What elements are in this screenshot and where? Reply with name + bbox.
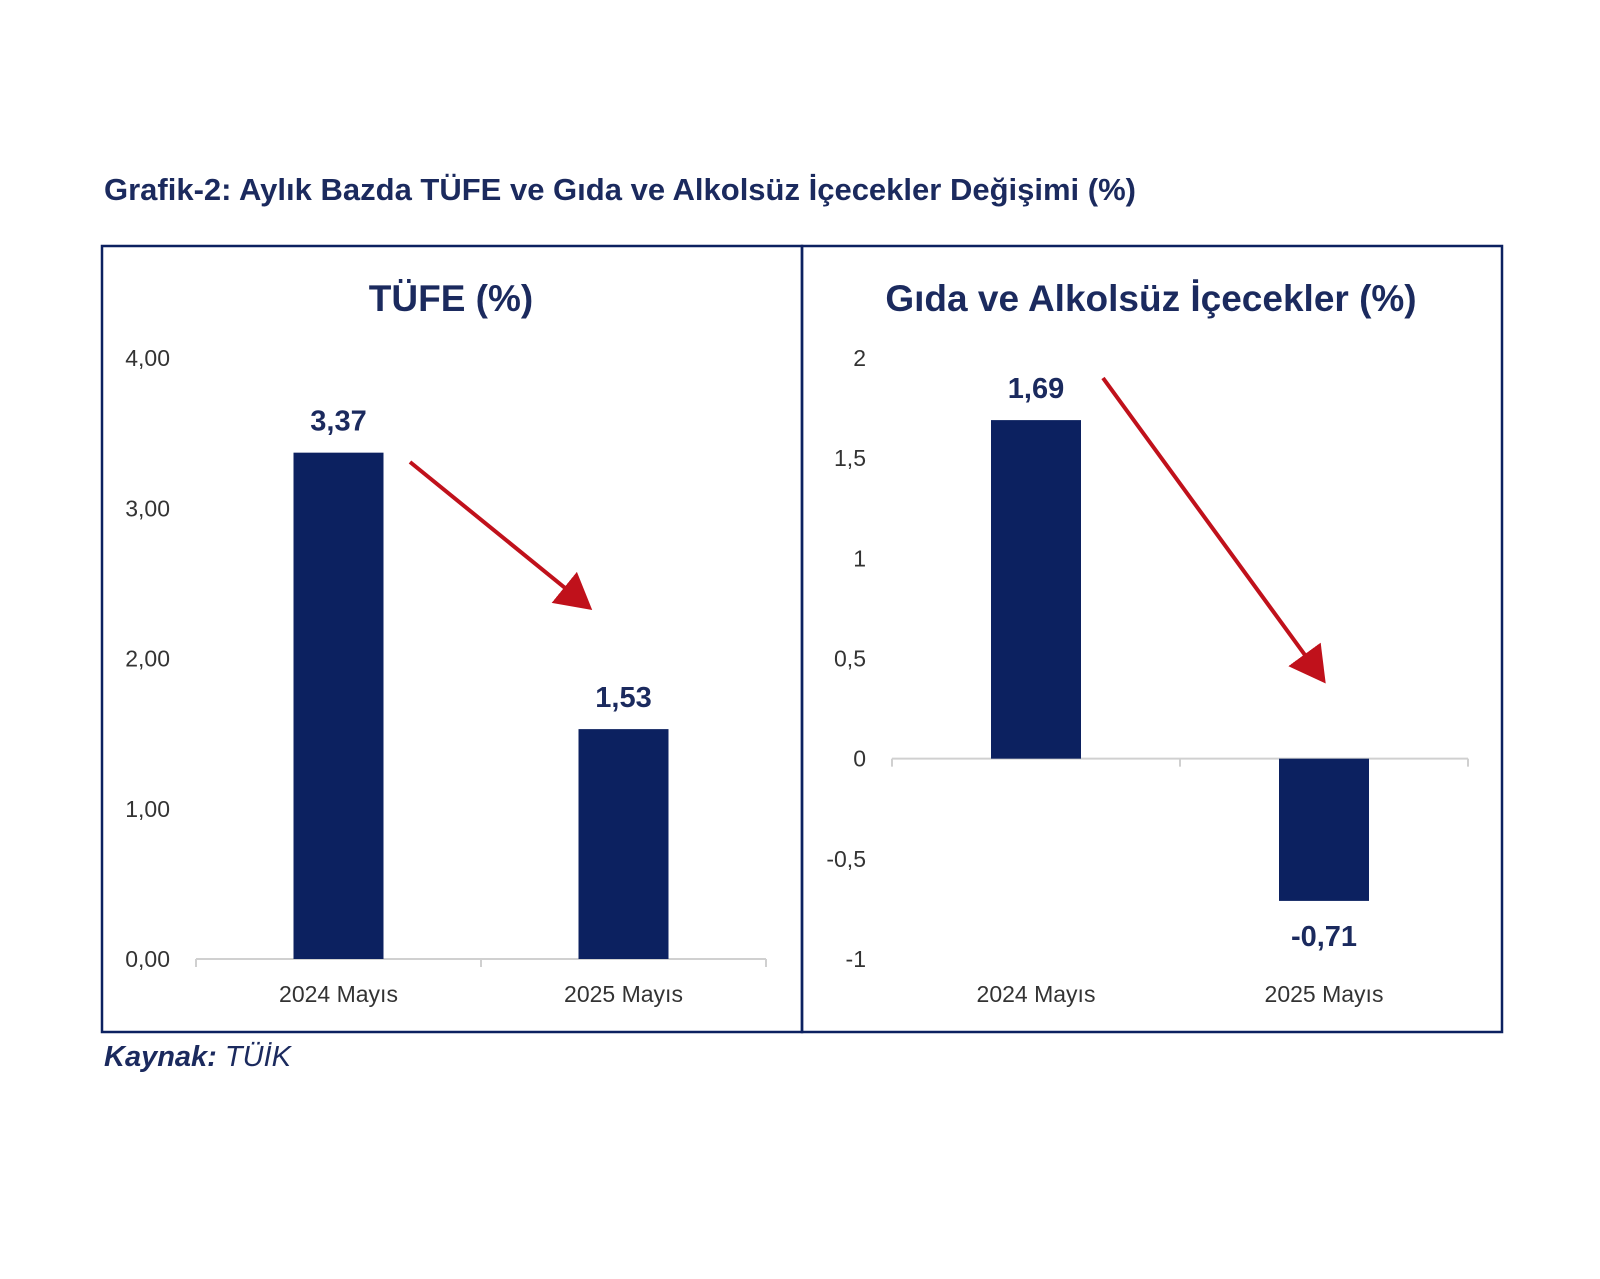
y-tick-label: 0: [853, 746, 866, 772]
bar: [578, 729, 669, 959]
x-tick-label: 2024 Mayıs: [279, 981, 398, 1007]
y-tick-label: -0,5: [826, 846, 866, 872]
chart-panel-tufe: [100, 244, 804, 1034]
bar: [1279, 758, 1369, 901]
chart-title: Gıda ve Alkolsüz İçecekler (%): [885, 278, 1416, 319]
y-tick-label: -1: [846, 946, 866, 972]
data-label: -0,71: [1291, 921, 1357, 953]
x-tick-label: 2025 Mayıs: [1265, 981, 1384, 1007]
data-label: 3,37: [310, 406, 366, 438]
y-tick-label: 4,00: [125, 345, 170, 371]
chart-title: TÜFE (%): [369, 278, 533, 319]
bar: [293, 452, 384, 959]
x-tick-label: 2025 Mayıs: [564, 981, 683, 1007]
chart-gida: Gıda ve Alkolsüz İçecekler (%) -1 -0,5 0 0,5…: [826, 278, 1469, 1007]
data-label: 1,53: [595, 682, 651, 714]
y-tick-label: 2: [853, 345, 866, 371]
chart-tufe: TÜFE (%) 0,00 1,00 2,00 3,00 4,00 3,37 2024 May…: [125, 278, 767, 1007]
y-tick-label: 0,5: [834, 646, 866, 672]
y-tick-label: 1,00: [125, 796, 170, 822]
figure-title: Grafik-2: Aylık Bazda TÜFE ve Gıda ve Al…: [104, 172, 1136, 207]
bar: [991, 420, 1081, 759]
y-tick-label: 3,00: [125, 495, 170, 521]
chart-panel-gida: [800, 244, 1504, 1034]
y-tick-label: 2,00: [125, 646, 170, 672]
data-label: 1,69: [1008, 373, 1064, 405]
y-tick-label: 0,00: [125, 946, 170, 972]
source-note: Kaynak: TÜİK: [104, 1041, 291, 1074]
source-label: Kaynak:: [104, 1041, 217, 1073]
source-value: TÜİK: [224, 1041, 291, 1073]
y-tick-label: 1,5: [834, 445, 866, 471]
decrease-arrow: [408, 460, 593, 611]
decrease-arrow: [1101, 376, 1326, 684]
x-tick-label: 2024 Mayıs: [977, 981, 1096, 1007]
y-tick-label: 1: [853, 545, 866, 571]
